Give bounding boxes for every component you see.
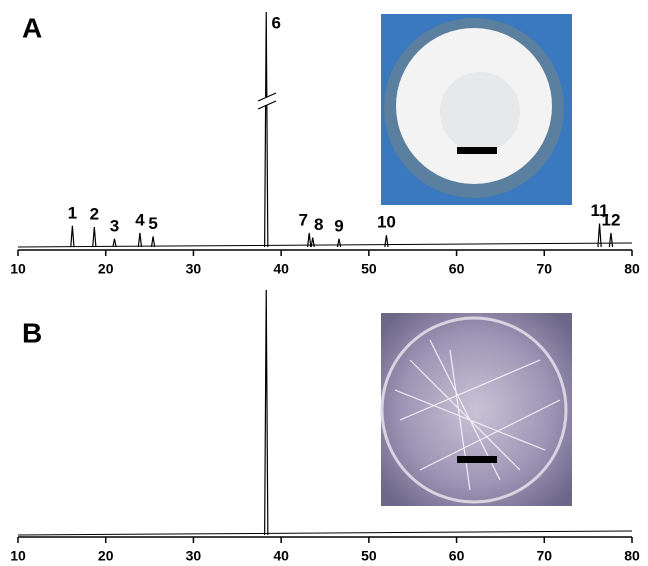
figure: A1020304050607080123456789101112B1020304… bbox=[0, 0, 648, 566]
peak-label: 7 bbox=[298, 210, 307, 229]
photo-a bbox=[381, 14, 572, 205]
peak-label: 3 bbox=[110, 216, 119, 235]
panel-label: B bbox=[22, 317, 42, 348]
panel-label: A bbox=[22, 12, 42, 43]
peak bbox=[311, 238, 314, 247]
x-tick-label: 70 bbox=[536, 261, 552, 277]
x-tick-label: 80 bbox=[624, 548, 640, 564]
x-tick-label: 20 bbox=[98, 261, 114, 277]
x-tick-label: 30 bbox=[186, 261, 202, 277]
peak bbox=[337, 239, 340, 247]
x-tick-label: 60 bbox=[449, 548, 465, 564]
peak bbox=[138, 233, 141, 247]
x-tick-label: 40 bbox=[273, 548, 289, 564]
peak-label: 8 bbox=[314, 215, 323, 234]
x-tick-label: 50 bbox=[361, 261, 377, 277]
peak-label: 1 bbox=[68, 203, 77, 222]
baseline bbox=[18, 531, 632, 535]
baseline bbox=[18, 243, 632, 247]
peak bbox=[113, 239, 116, 247]
photo-b bbox=[381, 313, 572, 506]
x-tick-label: 10 bbox=[10, 261, 26, 277]
peak-label: 10 bbox=[377, 213, 396, 232]
peak bbox=[265, 290, 268, 535]
x-tick-label: 10 bbox=[10, 548, 26, 564]
x-tick-label: 80 bbox=[624, 261, 640, 277]
peak-label: 9 bbox=[334, 216, 343, 235]
x-tick-label: 60 bbox=[449, 261, 465, 277]
peak bbox=[265, 12, 268, 247]
peak bbox=[385, 235, 388, 247]
peak bbox=[609, 233, 612, 247]
peak bbox=[71, 226, 74, 247]
x-tick-label: 20 bbox=[98, 548, 114, 564]
x-tick-label: 40 bbox=[273, 261, 289, 277]
x-tick-label: 70 bbox=[536, 548, 552, 564]
peak bbox=[151, 236, 154, 247]
x-tick-label: 30 bbox=[186, 548, 202, 564]
x-tick-label: 50 bbox=[361, 548, 377, 564]
peak-label: 4 bbox=[135, 210, 145, 229]
peak bbox=[93, 227, 96, 247]
peak-label: 6 bbox=[271, 13, 280, 32]
peak-label: 12 bbox=[601, 210, 620, 229]
peak-label: 5 bbox=[148, 214, 157, 233]
peak-label: 2 bbox=[90, 205, 99, 224]
